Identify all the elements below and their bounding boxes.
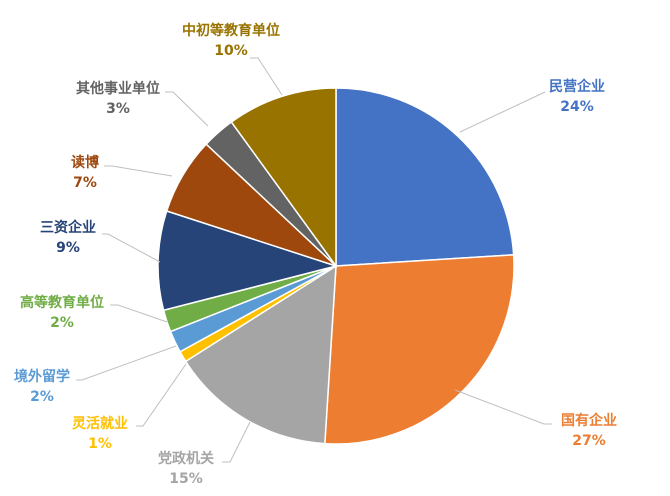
slice-label: 高等教育单位 bbox=[20, 294, 104, 311]
leader-line bbox=[136, 363, 187, 427]
leader-line bbox=[76, 345, 177, 381]
slice-label: 其他事业单位 bbox=[76, 80, 160, 97]
leader-line bbox=[102, 233, 161, 263]
slice-value-label: 24% bbox=[560, 99, 594, 115]
slice-value-label: 15% bbox=[169, 471, 203, 487]
slice-label: 三资企业 bbox=[40, 219, 96, 236]
slice-label: 中初等教育单位 bbox=[182, 22, 280, 39]
slice-label: 国有企业 bbox=[561, 412, 617, 429]
slice-value-label: 2% bbox=[50, 315, 74, 331]
leader-line bbox=[104, 165, 173, 177]
slice-value-label: 3% bbox=[106, 101, 130, 117]
slice-label: 民营企业 bbox=[549, 78, 605, 95]
leader-line bbox=[459, 91, 546, 133]
leader-line bbox=[110, 304, 168, 323]
slice-value-label: 9% bbox=[56, 240, 80, 256]
leader-line bbox=[165, 91, 209, 127]
slice-value-label: 2% bbox=[30, 389, 54, 405]
pie-slice bbox=[230, 87, 337, 269]
slice-label: 灵活就业 bbox=[72, 415, 128, 432]
slice-value-label: 7% bbox=[73, 175, 97, 191]
slice-value-label: 27% bbox=[572, 433, 606, 449]
pie-slice bbox=[324, 254, 515, 445]
leader-line bbox=[222, 421, 251, 463]
slice-label: 读博 bbox=[71, 154, 99, 171]
leader-line bbox=[454, 389, 552, 425]
pie-slice bbox=[335, 87, 515, 267]
slice-value-label: 10% bbox=[214, 43, 248, 59]
leader-line bbox=[250, 57, 283, 96]
slice-label: 党政机关 bbox=[158, 450, 214, 467]
pie-slice bbox=[184, 264, 337, 445]
slice-value-label: 1% bbox=[88, 436, 112, 452]
slice-label: 境外留学 bbox=[14, 368, 70, 385]
